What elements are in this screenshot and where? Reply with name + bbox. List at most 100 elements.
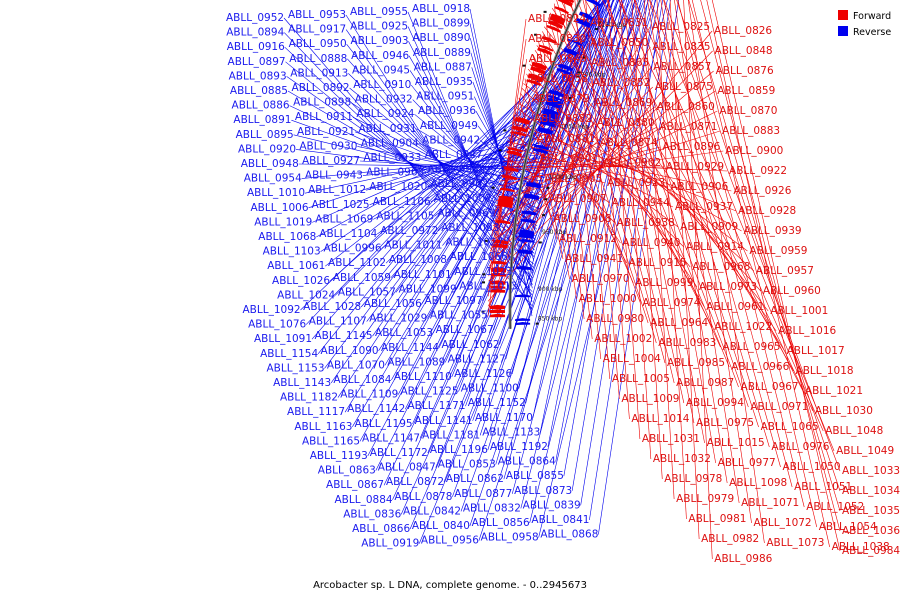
gene-label[interactable]: ABLL_0862 (446, 473, 504, 485)
gene-label[interactable]: ABLL_1002 (594, 333, 652, 345)
gene-label[interactable]: ABLL_0987 (676, 377, 734, 389)
gene-label[interactable]: ABLL_0931 (358, 123, 416, 135)
gene-label[interactable]: ABLL_1163 (294, 421, 352, 433)
gene-label[interactable]: ABLL_0836 (343, 508, 401, 520)
gene-label[interactable]: ABLL_1003 (441, 222, 499, 234)
gene-label[interactable]: ABLL_1145 (315, 330, 373, 342)
gene-label[interactable]: ABLL_0967 (741, 381, 799, 393)
gene-label[interactable]: ABLL_0930 (299, 140, 357, 152)
gene-label[interactable]: ABLL_0839 (523, 499, 581, 511)
gene-label[interactable]: ABLL_0890 (412, 32, 470, 44)
gene-label[interactable]: ABLL_0825 (652, 21, 710, 33)
gene-label[interactable]: ABLL_1023 (454, 266, 512, 278)
gene-label[interactable]: ABLL_0870 (719, 105, 777, 117)
gene-label[interactable]: ABLL_0903 (350, 35, 408, 47)
gene-label[interactable]: ABLL_0841 (531, 514, 589, 526)
gene-label[interactable]: ABLL_0882 (534, 113, 592, 125)
gene-label[interactable]: ABLL_0852 (592, 77, 650, 89)
gene-label[interactable]: ABLL_1005 (612, 373, 670, 385)
gene-label[interactable]: ABLL_0922 (729, 165, 787, 177)
gene-label[interactable]: ABLL_0960 (763, 285, 821, 297)
gene-label[interactable]: ABLL_1091 (254, 333, 312, 345)
gene-label[interactable]: ABLL_0902 (603, 157, 661, 169)
gene-label[interactable]: ABLL_1000 (579, 293, 637, 305)
gene-label[interactable]: ABLL_0944 (612, 197, 670, 209)
gene-label[interactable]: ABLL_0889 (413, 47, 471, 59)
gene-label[interactable]: ABLL_0949 (420, 120, 478, 132)
gene-label[interactable]: ABLL_0900 (725, 145, 783, 157)
gene-label[interactable]: ABLL_1066 (450, 251, 508, 263)
gene-label[interactable]: ABLL_1133 (482, 426, 540, 438)
gene-label[interactable]: ABLL_1142 (347, 403, 405, 415)
gene-label[interactable]: ABLL_1068 (258, 231, 316, 243)
gene-label[interactable]: ABLL_0977 (718, 457, 776, 469)
gene-label[interactable]: ABLL_1011 (384, 240, 442, 252)
gene-label[interactable]: ABLL_1006 (250, 202, 308, 214)
gene-label[interactable]: ABLL_1090 (321, 345, 379, 357)
gene-label[interactable]: ABLL_0923 (607, 177, 665, 189)
gene-label[interactable]: ABLL_1127 (448, 353, 506, 365)
gene-label[interactable]: ABLL_0957 (756, 265, 814, 277)
gene-label[interactable]: ABLL_0978 (664, 473, 722, 485)
gene-label[interactable]: ABLL_0905 (544, 173, 602, 185)
gene-label[interactable]: ABLL_0941 (565, 253, 623, 265)
gene-label[interactable]: ABLL_1029 (369, 313, 427, 325)
gene-label[interactable]: ABLL_0855 (506, 470, 564, 482)
gene-label[interactable]: ABLL_0853 (438, 459, 496, 471)
gene-label[interactable]: ABLL_0896 (662, 141, 720, 153)
gene-label[interactable]: ABLL_0925 (350, 21, 408, 33)
gene-label[interactable]: ABLL_1069 (315, 213, 373, 225)
gene-label[interactable]: ABLL_1055 (430, 310, 488, 322)
gene-label[interactable]: ABLL_0872 (386, 476, 444, 488)
gene-label[interactable]: ABLL_1143 (273, 377, 331, 389)
gene-label[interactable]: ABLL_1172 (370, 447, 428, 459)
gene-label[interactable]: ABLL_0901 (540, 153, 598, 165)
gene-label[interactable]: ABLL_0948 (241, 158, 299, 170)
gene-label[interactable]: ABLL_1070 (327, 359, 385, 371)
gene-label[interactable]: ABLL_0894 (226, 27, 284, 39)
gene-label[interactable]: ABLL_1062 (442, 339, 500, 351)
gene-label[interactable]: ABLL_1152 (468, 397, 526, 409)
gene-label[interactable]: ABLL_0972 (380, 225, 438, 237)
gene-label[interactable]: ABLL_1125 (400, 386, 458, 398)
gene-label[interactable]: ABLL_1171 (407, 400, 465, 412)
gene-label[interactable]: ABLL_0863 (318, 465, 376, 477)
gene-label[interactable]: ABLL_0885 (230, 85, 288, 97)
gene-label[interactable]: ABLL_0986 (714, 553, 772, 565)
gene-label[interactable]: ABLL_0983 (658, 337, 716, 349)
gene-label[interactable]: ABLL_1052 (806, 501, 864, 513)
gene-label[interactable]: ABLL_0939 (744, 225, 802, 237)
gene-label[interactable]: ABLL_1007 (434, 193, 492, 205)
gene-label[interactable]: ABLL_0927 (302, 155, 360, 167)
gene-label[interactable]: ABLL_0917 (288, 24, 346, 36)
gene-label[interactable]: ABLL_0840 (412, 520, 470, 532)
gene-label[interactable]: ABLL_0856 (472, 517, 530, 529)
gene-label[interactable]: ABLL_0934 (427, 164, 485, 176)
gene-label[interactable]: ABLL_1154 (260, 348, 318, 360)
gene-label[interactable]: ABLL_1025 (312, 199, 370, 211)
gene-label[interactable]: ABLL_0868 (540, 529, 598, 541)
gene-label[interactable]: ABLL_0950 (289, 38, 347, 50)
gene-label[interactable]: ABLL_1109 (340, 389, 398, 401)
gene-label[interactable]: ABLL_0879 (532, 93, 590, 105)
gene-label[interactable]: ABLL_1030 (815, 405, 873, 417)
gene-label[interactable]: ABLL_0876 (716, 65, 774, 77)
gene-label[interactable]: ABLL_0985 (667, 357, 725, 369)
gene-label[interactable]: ABLL_0904 (361, 137, 419, 149)
gene-label[interactable]: ABLL_0831 (590, 17, 648, 29)
gene-label[interactable]: ABLL_1015 (707, 437, 765, 449)
gene-label[interactable]: ABLL_1192 (490, 441, 548, 453)
gene-label[interactable]: ABLL_1034 (842, 485, 900, 497)
gene-label[interactable]: ABLL_0877 (454, 488, 512, 500)
gene-label[interactable]: ABLL_1061 (267, 260, 325, 272)
gene-label[interactable]: ABLL_0918 (412, 3, 470, 15)
gene-label[interactable]: ABLL_1001 (770, 305, 828, 317)
gene-label[interactable]: ABLL_1035 (842, 505, 900, 517)
gene-label[interactable]: ABLL_0914 (686, 241, 744, 253)
gene-label[interactable]: ABLL_0942 (422, 134, 480, 146)
gene-label[interactable]: ABLL_0866 (352, 523, 410, 535)
gene-label[interactable]: ABLL_1110 (394, 371, 452, 383)
gene-label[interactable]: ABLL_1117 (287, 406, 345, 418)
gene-label[interactable]: ABLL_1056 (364, 298, 422, 310)
gene-label[interactable]: ABLL_1126 (454, 368, 512, 380)
